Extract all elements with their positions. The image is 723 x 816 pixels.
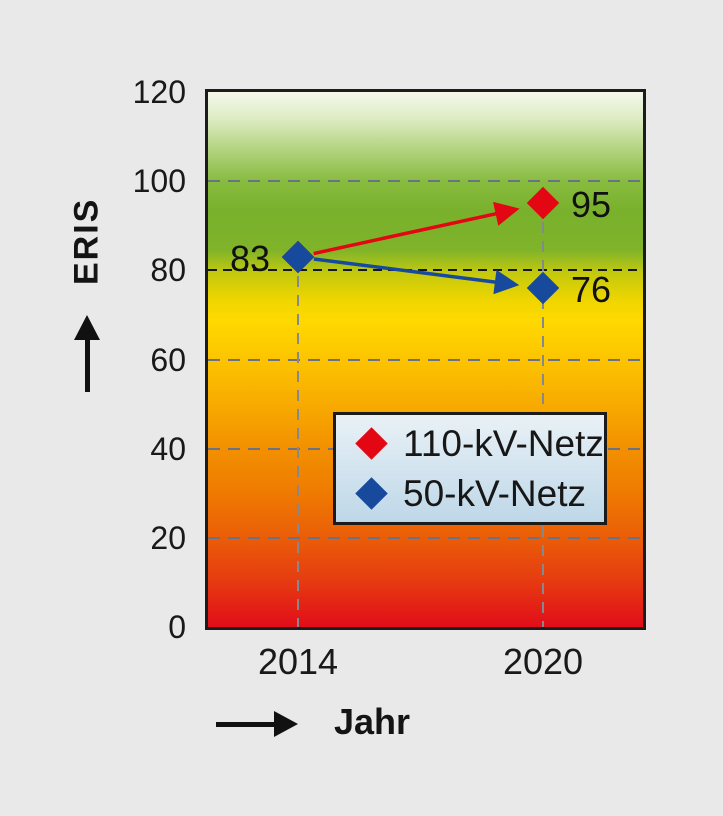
arrow-shaft (216, 721, 274, 727)
x-tick-2020: 2020 (502, 641, 584, 682)
point-label-95: 95 (570, 184, 612, 226)
trend-arrow-110-kV-Netz (313, 201, 520, 256)
arrow-head (274, 711, 298, 737)
legend-marker-50kv-icon (355, 477, 388, 510)
legend-item-50kv: 50-kV-Netz (352, 469, 604, 519)
plot-area: 110-kV-Netz 50-kV-Netz (205, 89, 646, 630)
trend-arrows (313, 201, 520, 295)
y-tick-60: 60 (150, 341, 186, 378)
gridline-20 (208, 536, 643, 539)
y-tick-0: 0 (168, 609, 186, 645)
y-axis-arrow-icon (73, 315, 101, 392)
arrow-head (74, 315, 100, 340)
legend-marker-110kv-icon (355, 427, 388, 460)
x-axis-title: Jahr (334, 701, 411, 742)
y-tick-120: 120 (132, 74, 186, 110)
y-tick-80: 80 (150, 252, 186, 289)
legend-label-110kv: 110-kV-Netz (403, 422, 604, 464)
arrow-shaft (84, 340, 90, 392)
gridline-100 (208, 180, 643, 183)
y-tick-100: 100 (132, 163, 186, 200)
x-axis-arrow-icon (216, 711, 300, 737)
trend-arrow-50-kV-Netz (313, 257, 520, 295)
threshold-gridline-80 (208, 269, 643, 272)
point-label-83: 83 (229, 237, 271, 279)
point-label-76: 76 (570, 269, 612, 311)
x-tick-2014: 2014 (257, 641, 339, 682)
y-tick-40: 40 (150, 430, 186, 467)
chart-legend: 110-kV-Netz 50-kV-Netz (333, 412, 607, 525)
legend-item-110kv: 110-kV-Netz (352, 419, 604, 469)
gridline-60 (208, 358, 643, 361)
y-tick-20: 20 (150, 519, 186, 556)
drop-line-2014 (297, 256, 299, 627)
legend-label-50kv: 50-kV-Netz (403, 472, 587, 514)
